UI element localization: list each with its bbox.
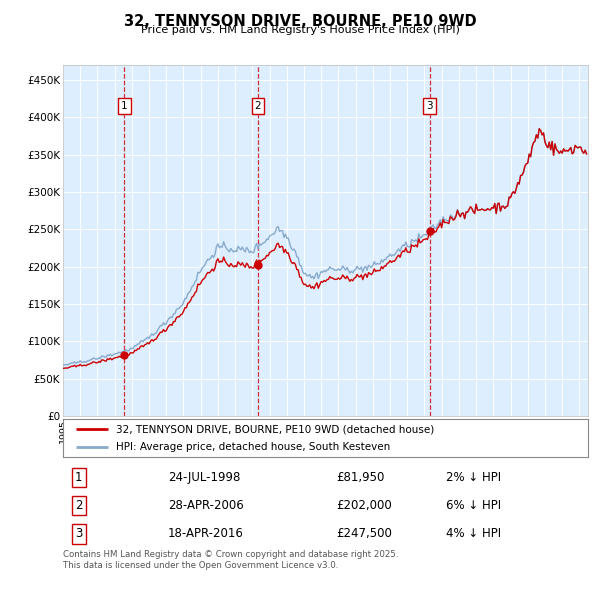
Text: £81,950: £81,950 [336,471,385,484]
Text: Contains HM Land Registry data © Crown copyright and database right 2025.: Contains HM Land Registry data © Crown c… [63,550,398,559]
Text: 3: 3 [427,101,433,111]
Text: 32, TENNYSON DRIVE, BOURNE, PE10 9WD: 32, TENNYSON DRIVE, BOURNE, PE10 9WD [124,14,476,28]
Text: 18-APR-2016: 18-APR-2016 [168,527,244,540]
Text: 24-JUL-1998: 24-JUL-1998 [168,471,241,484]
Text: Price paid vs. HM Land Registry's House Price Index (HPI): Price paid vs. HM Land Registry's House … [140,25,460,35]
Text: 2: 2 [255,101,262,111]
Text: 32, TENNYSON DRIVE, BOURNE, PE10 9WD (detached house): 32, TENNYSON DRIVE, BOURNE, PE10 9WD (de… [115,424,434,434]
Text: HPI: Average price, detached house, South Kesteven: HPI: Average price, detached house, Sout… [115,442,390,452]
Text: This data is licensed under the Open Government Licence v3.0.: This data is licensed under the Open Gov… [63,560,338,569]
Text: 28-APR-2006: 28-APR-2006 [168,499,244,512]
Text: £247,500: £247,500 [336,527,392,540]
Text: 6% ↓ HPI: 6% ↓ HPI [446,499,502,512]
Text: 2: 2 [75,499,83,512]
Text: 1: 1 [75,471,83,484]
Text: 1: 1 [121,101,128,111]
Text: 2% ↓ HPI: 2% ↓ HPI [446,471,502,484]
Text: 4% ↓ HPI: 4% ↓ HPI [446,527,502,540]
Text: £202,000: £202,000 [336,499,392,512]
Text: 3: 3 [75,527,82,540]
